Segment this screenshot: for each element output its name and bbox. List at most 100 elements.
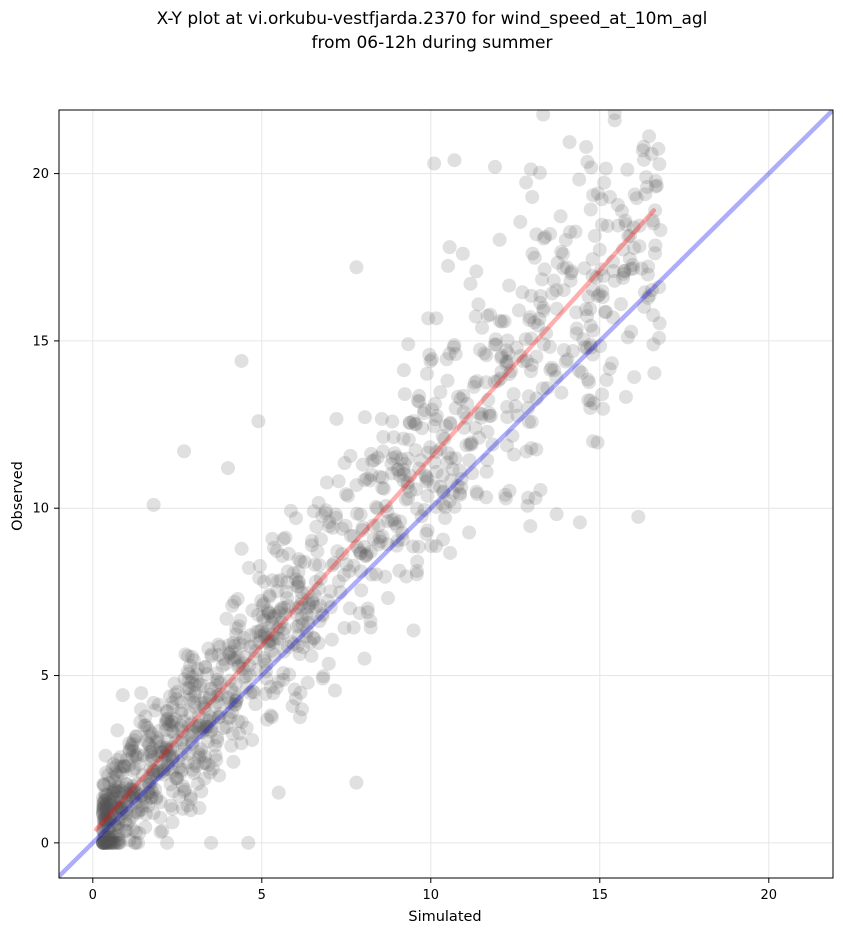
scatter-point bbox=[122, 736, 137, 751]
scatter-point bbox=[300, 675, 315, 690]
scatter-point bbox=[108, 783, 123, 798]
scatter-point bbox=[173, 765, 188, 780]
scatter-point bbox=[278, 530, 293, 545]
scatter-point bbox=[151, 697, 166, 712]
scatter-point bbox=[307, 631, 322, 646]
scatter-point bbox=[527, 250, 542, 265]
scatter-point bbox=[237, 650, 252, 665]
scatter-point bbox=[114, 801, 129, 816]
scatter-point bbox=[108, 798, 123, 813]
scatter-point bbox=[529, 227, 544, 242]
scatter-point bbox=[320, 593, 335, 608]
scatter-point bbox=[298, 629, 313, 644]
scatter-point bbox=[96, 835, 111, 850]
scatter-point bbox=[233, 613, 248, 628]
scatter-point bbox=[412, 388, 427, 403]
scatter-point bbox=[96, 824, 111, 839]
scatter-point bbox=[202, 714, 217, 729]
scatter-point bbox=[257, 654, 272, 669]
scatter-point bbox=[450, 478, 465, 493]
scatter-point bbox=[485, 437, 500, 452]
scatter-point bbox=[625, 257, 640, 272]
scatter-point bbox=[357, 473, 372, 488]
scatter-point bbox=[529, 442, 544, 457]
scatter-point bbox=[268, 608, 283, 623]
scatter-point bbox=[99, 802, 114, 817]
scatter-point bbox=[631, 509, 646, 524]
scatter-point bbox=[355, 520, 370, 535]
scatter-point bbox=[644, 282, 659, 297]
scatter-point bbox=[454, 480, 469, 495]
scatter-point bbox=[165, 753, 180, 768]
scatter-point bbox=[220, 690, 235, 705]
scatter-point bbox=[374, 411, 389, 426]
scatter-point bbox=[103, 794, 118, 809]
scatter-point bbox=[564, 266, 579, 281]
scatter-point bbox=[265, 573, 280, 588]
scatter-point bbox=[221, 711, 236, 726]
scatter-point bbox=[308, 599, 323, 614]
scatter-point bbox=[542, 339, 557, 354]
scatter-point bbox=[406, 414, 421, 429]
scatter-point bbox=[272, 631, 287, 646]
scatter-point bbox=[109, 779, 124, 794]
scatter-point bbox=[371, 537, 386, 552]
scatter-point bbox=[539, 326, 554, 341]
scatter-point bbox=[290, 638, 305, 653]
scatter-point bbox=[576, 332, 591, 347]
scatter-point bbox=[106, 783, 121, 798]
scatter-point bbox=[280, 575, 295, 590]
scatter-point bbox=[390, 462, 405, 477]
scatter-point bbox=[258, 664, 273, 679]
scatter-point bbox=[410, 393, 425, 408]
scatter-point bbox=[276, 532, 291, 547]
scatter-point bbox=[174, 747, 189, 762]
scatter-point bbox=[336, 568, 351, 583]
scatter-point bbox=[111, 835, 126, 850]
scatter-point bbox=[96, 831, 111, 846]
scatter-point bbox=[106, 756, 121, 771]
x-tick-label: 15 bbox=[592, 888, 609, 903]
scatter-point bbox=[227, 697, 242, 712]
scatter-point bbox=[397, 387, 412, 402]
scatter-point bbox=[251, 624, 266, 639]
scatter-point bbox=[153, 825, 168, 840]
scatter-point bbox=[295, 617, 310, 632]
scatter-point bbox=[174, 706, 189, 721]
scatter-point bbox=[494, 314, 509, 329]
scatter-point bbox=[185, 649, 200, 664]
scatter-point bbox=[142, 777, 157, 792]
scatter-point bbox=[327, 556, 342, 571]
scatter-point bbox=[396, 363, 411, 378]
scatter-point bbox=[385, 466, 400, 481]
scatter-point bbox=[228, 650, 243, 665]
scatter-point bbox=[580, 340, 595, 355]
scatter-point bbox=[122, 833, 137, 848]
scatter-point bbox=[198, 756, 213, 771]
scatter-point bbox=[305, 595, 320, 610]
scatter-point bbox=[211, 687, 226, 702]
scatter-point bbox=[406, 539, 421, 554]
scatter-point bbox=[185, 670, 200, 685]
scatter-point bbox=[223, 710, 238, 725]
scatter-point bbox=[459, 438, 474, 453]
scatter-point bbox=[525, 246, 540, 261]
scatter-point bbox=[614, 204, 629, 219]
scatter-point bbox=[159, 714, 174, 729]
scatter-point bbox=[131, 803, 146, 818]
scatter-point bbox=[419, 470, 434, 485]
scatter-point bbox=[190, 776, 205, 791]
scatter-point bbox=[196, 690, 211, 705]
scatter-point bbox=[302, 610, 317, 625]
scatter-point bbox=[442, 240, 457, 255]
scatter-point bbox=[368, 499, 383, 514]
scatter-point bbox=[487, 374, 502, 389]
scatter-point bbox=[99, 800, 114, 815]
scatter-point bbox=[270, 574, 285, 589]
scatter-point bbox=[462, 525, 477, 540]
scatter-point bbox=[114, 794, 129, 809]
scatter-point bbox=[398, 492, 413, 507]
scatter-point bbox=[107, 835, 122, 850]
scatter-point bbox=[152, 724, 167, 739]
scatter-point bbox=[177, 741, 192, 756]
